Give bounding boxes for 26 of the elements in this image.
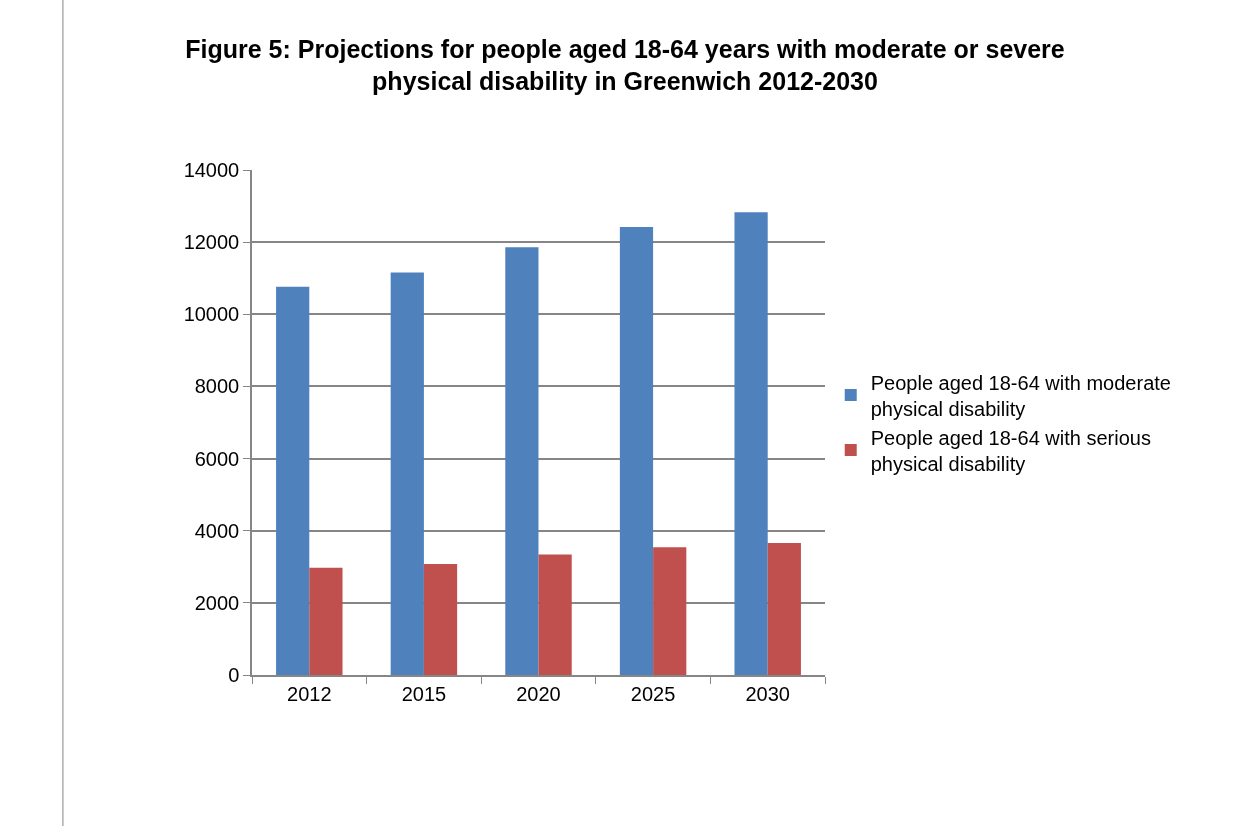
- legend-label: People aged 18-64 with moderate physical disability: [870, 371, 1171, 420]
- x-tick-label: 2025: [630, 682, 676, 705]
- legend-label: People aged 18-64 with serious physical disability: [870, 426, 1151, 475]
- y-tick-label: 6000: [194, 447, 240, 470]
- y-tick-label: 2000: [194, 591, 240, 614]
- bar: [390, 272, 424, 675]
- x-tick-label: 2030: [745, 682, 790, 705]
- bar: [505, 247, 539, 675]
- bar: [619, 226, 654, 675]
- x-tick-label: 2015: [401, 682, 447, 705]
- bar: [423, 563, 458, 675]
- bar: [309, 567, 343, 675]
- y-tick-label: 4000: [194, 519, 240, 542]
- x-tick-label: 2012: [287, 682, 332, 705]
- chart-title: Figure 5: Projections for people aged 18-64 years with moderate or severe physical disability in Greenwich 2012-2030: [185, 34, 1065, 96]
- bar: [653, 547, 687, 675]
- bar: [734, 212, 768, 675]
- y-tick-label: 12000: [183, 231, 240, 254]
- y-tick-label: 14000: [183, 159, 240, 181]
- y-tick-label: 8000: [194, 375, 240, 398]
- y-tick-label: 0: [228, 664, 240, 686]
- y-tick-label: 10000: [183, 303, 240, 326]
- bar: [276, 286, 310, 675]
- bar: [767, 542, 801, 675]
- bar: [538, 554, 572, 675]
- x-tick-label: 2020: [516, 682, 561, 705]
